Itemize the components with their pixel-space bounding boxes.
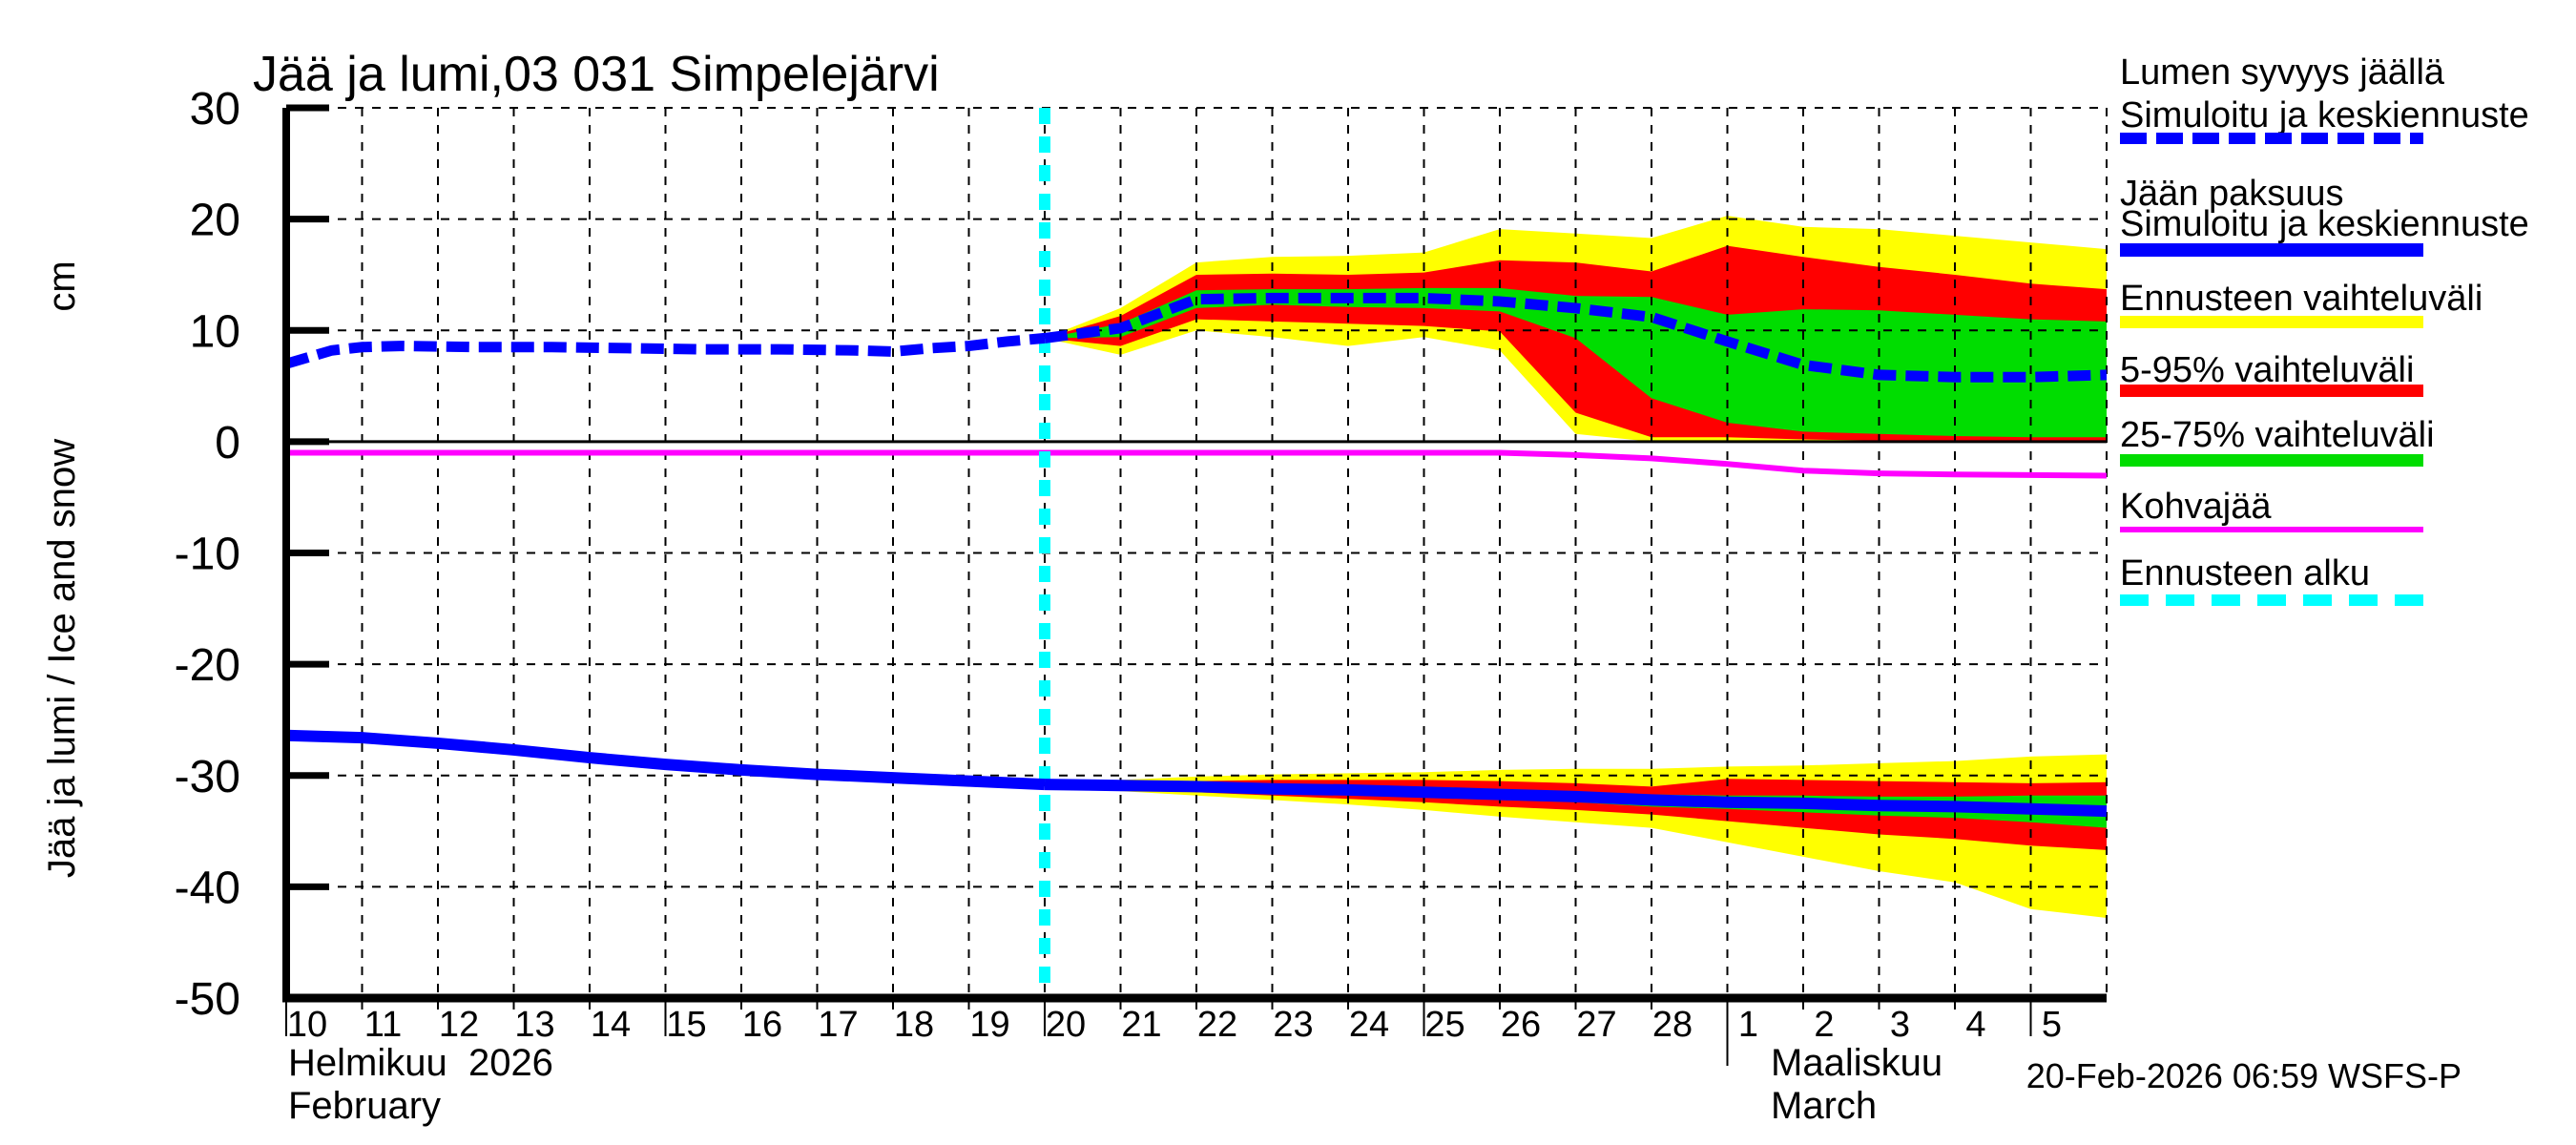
y-axis-unit-label: cm — [41, 260, 83, 311]
y-tick-labels-layer: 30 20 10 0 -10 -20 -30 -40 -50 — [175, 84, 240, 1025]
x-tick-label: 17 — [818, 1005, 858, 1045]
legend-label: 25-75% vaihteluväli — [2120, 415, 2435, 455]
x-tick-label: 16 — [742, 1005, 782, 1045]
x-tick-label: 24 — [1349, 1005, 1389, 1045]
y-tick-label: -40 — [175, 863, 240, 913]
x-tick-label: 18 — [894, 1005, 934, 1045]
x-tick-label: 23 — [1273, 1005, 1313, 1045]
legend-label: 5-95% vaihteluväli — [2120, 350, 2414, 390]
x-tick-label: 14 — [591, 1005, 631, 1045]
x-tick-label: 26 — [1501, 1005, 1541, 1045]
month-label-february-fi: Helmikuu 2026 — [288, 1042, 553, 1084]
band-snow_25_75_range — [1045, 287, 2107, 438]
x-tick-label: 1 — [1738, 1005, 1758, 1045]
month-label-march-fi: Maaliskuu — [1771, 1042, 1942, 1084]
y-axis-label: Jää ja lumi / Ice and snow — [41, 439, 83, 878]
legend-label: Simuloitu ja keskiennuste — [2120, 95, 2529, 135]
x-tick-label: 15 — [666, 1005, 706, 1045]
x-tick-label: 20 — [1046, 1005, 1086, 1045]
x-tick-label: 3 — [1890, 1005, 1910, 1045]
x-tick-label: 27 — [1576, 1005, 1616, 1045]
y-tick-label: -10 — [175, 530, 240, 580]
axes-layer — [282, 104, 2107, 1066]
legend-label: Simuloitu ja keskiennuste — [2120, 204, 2529, 244]
x-tick-label: 4 — [1965, 1005, 1985, 1045]
month-label-february-en: February — [288, 1085, 441, 1127]
legend-yellow-band-swatch — [2120, 316, 2423, 328]
chart-title: Jää ja lumi,03 031 Simpelejärvi — [253, 47, 940, 102]
x-tick-label: 12 — [439, 1005, 479, 1045]
y-tick-label: 0 — [215, 418, 240, 468]
x-tick-label: 10 — [287, 1005, 327, 1045]
x-tick-label: 13 — [514, 1005, 554, 1045]
legend-label: Jään paksuus — [2120, 174, 2344, 214]
y-tick-label: 30 — [190, 84, 240, 135]
y-tick-label: 10 — [190, 306, 240, 357]
series-ice_thickness_median_forecast — [1044, 779, 2108, 818]
y-tick-label: -50 — [175, 974, 240, 1025]
x-tick-label: 2 — [1814, 1005, 1834, 1045]
timestamp-watermark: 20-Feb-2026 06:59 WSFS-P — [2026, 1056, 2462, 1095]
legend-label: Ennusteen vaihteluväli — [2120, 279, 2483, 319]
x-tick-label: 19 — [969, 1005, 1009, 1045]
y-tick-label: -30 — [175, 752, 240, 802]
series-kohvajaa_frazil_ice — [286, 449, 2108, 479]
legend-green-band-swatch — [2120, 454, 2423, 467]
series-snow_depth_median_forecast — [1044, 292, 2108, 383]
data-series-layer — [284, 108, 2108, 998]
gridlines-layer — [286, 107, 2108, 998]
legend-label: Kohvajää — [2120, 487, 2272, 527]
x-tick-label: 5 — [2042, 1005, 2062, 1045]
x-tick-label: 28 — [1652, 1005, 1693, 1045]
month-label-march-en: March — [1771, 1085, 1877, 1127]
series-ice_thickness_history — [285, 729, 1046, 791]
legend-label: Ennusteen alku — [2120, 553, 2370, 593]
x-tick-label: 21 — [1121, 1005, 1161, 1045]
x-tick-label: 22 — [1197, 1005, 1237, 1045]
y-tick-label: -20 — [175, 640, 240, 691]
y-tick-label: 20 — [190, 196, 240, 246]
x-tick-labels-layer: 10 11 12 13 14 15 16 17 18 19 20 21 22 23 24 25 26 27 28 1 2… — [287, 1005, 2062, 1045]
legend-red-band-swatch — [2120, 385, 2423, 397]
x-tick-label: 11 — [364, 1005, 402, 1045]
legend-label: Lumen syvyys jäällä — [2120, 52, 2445, 93]
x-tick-label: 25 — [1424, 1005, 1465, 1045]
